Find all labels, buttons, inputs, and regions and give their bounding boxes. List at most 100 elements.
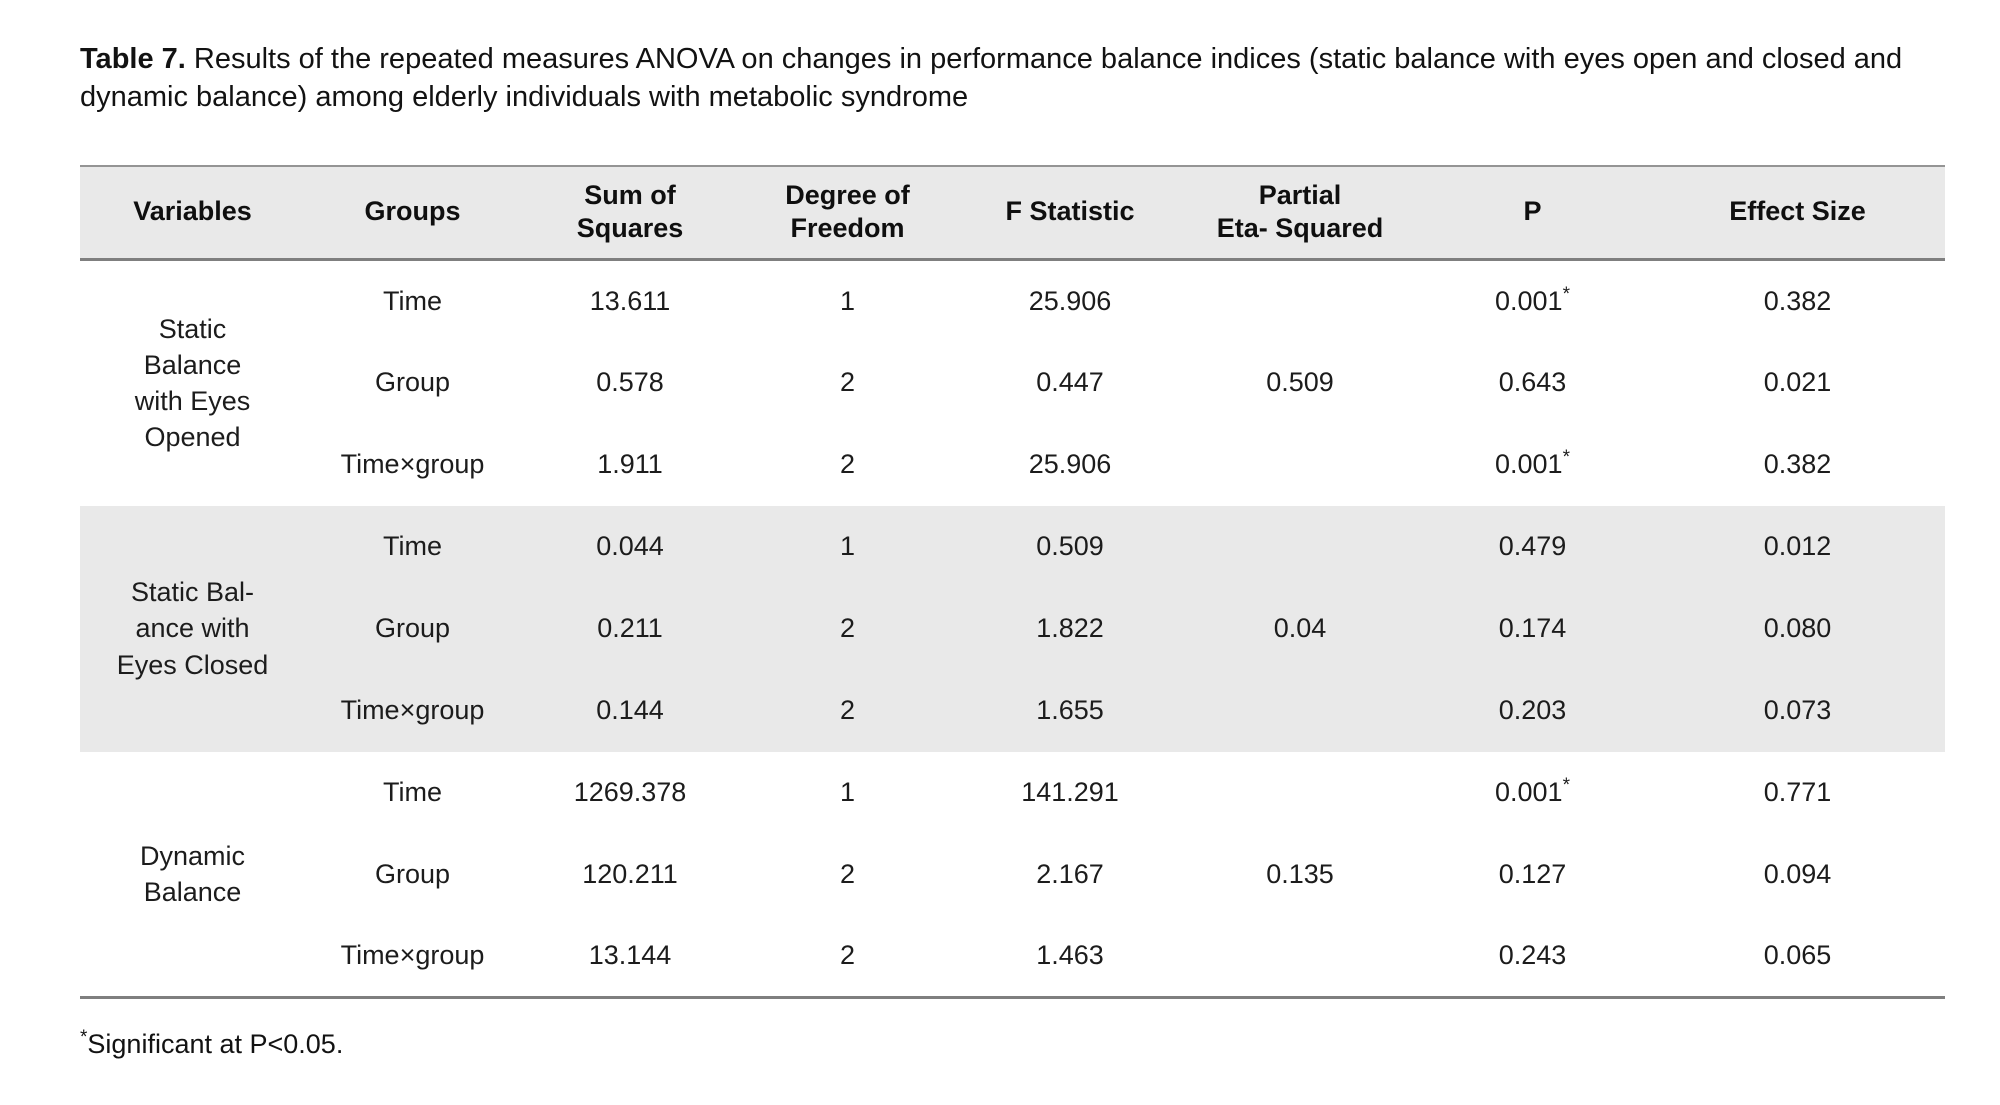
variable-cell: Dynamic Balance	[139, 840, 246, 907]
table-row: Static Bal- ance with Eyes Closed Time 0…	[80, 505, 1945, 752]
group-cell: Group	[305, 587, 520, 670]
variable-cell: Static Balance with Eyes Opened	[134, 313, 251, 453]
partial-eta-squared-cell: 0.135	[1266, 859, 1334, 890]
significance-star: *	[1562, 775, 1570, 797]
effect-size-cell: 0.094	[1763, 859, 1832, 890]
df-cell: 1	[839, 777, 856, 808]
p-value-cell: 0.479	[1415, 505, 1650, 588]
sum-of-squares-cell: 0.144	[520, 669, 740, 752]
table-caption: Table 7. Results of the repeated measure…	[80, 40, 1942, 117]
group-cell: Group	[374, 367, 451, 398]
p-value-cell: 0.243	[1415, 916, 1650, 998]
p-value: 0.203	[1498, 695, 1567, 726]
f-statistic-cell: 1.822	[955, 587, 1185, 670]
group-cell: Time	[383, 777, 442, 808]
column-header-variables: Variables	[80, 165, 305, 262]
sum-of-squares-cell: 0.211	[520, 587, 740, 670]
partial-eta-squared-cell	[1185, 424, 1415, 506]
group-cell: Time	[305, 505, 520, 588]
partial-eta-squared-cell	[1185, 669, 1415, 752]
group-cell: Time	[383, 285, 442, 316]
f-statistic-cell: 1.655	[955, 669, 1185, 752]
significance-star: *	[1562, 283, 1570, 305]
caption-text: Results of the repeated measures ANOVA o…	[80, 43, 1903, 114]
sum-of-squares-cell: 13.144	[588, 940, 672, 971]
table-row: Group 0.211 2 1.822 0.04 0.174 0.080	[80, 587, 1945, 670]
df-cell: 2	[740, 669, 955, 752]
df-cell: 2	[839, 859, 856, 890]
p-value-cell: 0.203	[1415, 669, 1650, 752]
partial-eta-squared-cell	[1185, 916, 1415, 998]
effect-size-cell: 0.012	[1650, 505, 1945, 588]
column-header-effect-size: Effect Size	[1650, 165, 1945, 262]
table-row: Group 120.211 2 2.167 0.135 0.127 0.094	[80, 834, 1945, 916]
variable-cell: Static Bal- ance with Eyes Closed	[80, 505, 305, 752]
effect-size-cell: 0.080	[1650, 587, 1945, 670]
footnote-marker: *	[80, 1027, 88, 1049]
page: Table 7. Results of the repeated measure…	[80, 40, 2000, 1060]
column-header-partial-eta-squared: Partial Eta- Squared	[1185, 165, 1415, 262]
section-dynamic-balance: Dynamic Balance Time 1269.378 1 141.291 …	[80, 752, 1945, 998]
sum-of-squares-cell: 1.911	[597, 449, 663, 480]
group-cell: Time×group	[340, 449, 485, 480]
df-cell: 2	[839, 449, 856, 480]
df-cell: 2	[740, 587, 955, 670]
p-value-cell: 0.643	[1415, 342, 1650, 424]
effect-size-cell: 0.065	[1763, 940, 1832, 971]
p-value: 0.001	[1495, 449, 1563, 480]
df-cell: 1	[839, 285, 856, 316]
footnote-text: Significant at P<0.05.	[87, 1029, 344, 1060]
partial-eta-squared-cell: 0.04	[1185, 587, 1415, 670]
sum-of-squares-cell: 13.611	[589, 285, 671, 316]
p-value-cell: 0.001*	[1415, 424, 1650, 506]
footnote: *Significant at P<0.05.	[80, 1027, 2000, 1060]
column-header-groups: Groups	[305, 165, 520, 262]
section-static-balance-eyes-opened: Static Balance with Eyes Opened Time 13.…	[80, 260, 1945, 506]
df-cell: 2	[839, 367, 856, 398]
table-row: Time×group 0.144 2 1.655 0.203 0.073	[80, 669, 1945, 752]
f-statistic-cell: 0.447	[1036, 367, 1104, 398]
table-row: Time×group 13.144 2 1.463 0.243 0.065	[80, 916, 1945, 998]
f-statistic-cell: 2.167	[1036, 859, 1104, 890]
sum-of-squares-cell: 0.578	[596, 367, 664, 398]
f-statistic-cell: 25.906	[1028, 285, 1112, 316]
p-value-cell: 0.001*	[1415, 752, 1650, 834]
column-header-f-statistic: F Statistic	[955, 165, 1185, 262]
sum-of-squares-cell: 120.211	[582, 859, 678, 890]
effect-size-cell: 0.771	[1763, 777, 1832, 808]
column-header-sum-of-squares: Sum of Squares	[520, 165, 740, 262]
p-value: 0.243	[1498, 940, 1567, 971]
effect-size-cell: 0.382	[1763, 449, 1832, 480]
effect-size-cell: 0.021	[1763, 367, 1832, 398]
p-value: 0.001	[1495, 777, 1563, 808]
partial-eta-squared-cell	[1185, 505, 1415, 588]
f-statistic-cell: 1.463	[1036, 940, 1104, 971]
p-value: 0.001	[1495, 285, 1563, 316]
table-row: Time×group 1.911 2 25.906 0.001* 0.382	[80, 424, 1945, 506]
sum-of-squares-cell: 0.044	[520, 505, 740, 588]
group-cell: Time×group	[340, 940, 485, 971]
effect-size-cell: 0.382	[1763, 285, 1832, 316]
f-statistic-cell: 0.509	[955, 505, 1185, 588]
effect-size-cell: 0.073	[1650, 669, 1945, 752]
p-value: 0.174	[1498, 613, 1567, 644]
column-header-p: P	[1415, 165, 1650, 262]
p-value-cell: 0.001*	[1415, 260, 1650, 342]
sum-of-squares-cell: 1269.378	[573, 777, 687, 808]
f-statistic-cell: 141.291	[1021, 777, 1119, 808]
partial-eta-squared-cell: 0.509	[1266, 367, 1334, 398]
caption-label: Table 7.	[80, 43, 186, 75]
table-row: Static Balance with Eyes Opened Time 13.…	[80, 260, 1945, 453]
p-value-cell: 0.174	[1415, 587, 1650, 670]
p-value: 0.127	[1498, 859, 1567, 890]
group-cell: Time×group	[305, 669, 520, 752]
table-row: Group 0.578 2 0.447 0.509 0.643 0.021	[80, 342, 1945, 424]
partial-eta-squared-cell	[1185, 752, 1415, 834]
p-value-cell: 0.127	[1415, 834, 1650, 916]
significance-star: *	[1562, 447, 1570, 469]
partial-eta-squared-cell	[1185, 260, 1415, 342]
column-header-degree-of-freedom: Degree of Freedom	[740, 165, 955, 262]
f-statistic-cell: 25.906	[1028, 449, 1112, 480]
group-cell: Group	[374, 859, 451, 890]
anova-table: Variables Groups Sum of Squares Degree o…	[80, 164, 1945, 1000]
